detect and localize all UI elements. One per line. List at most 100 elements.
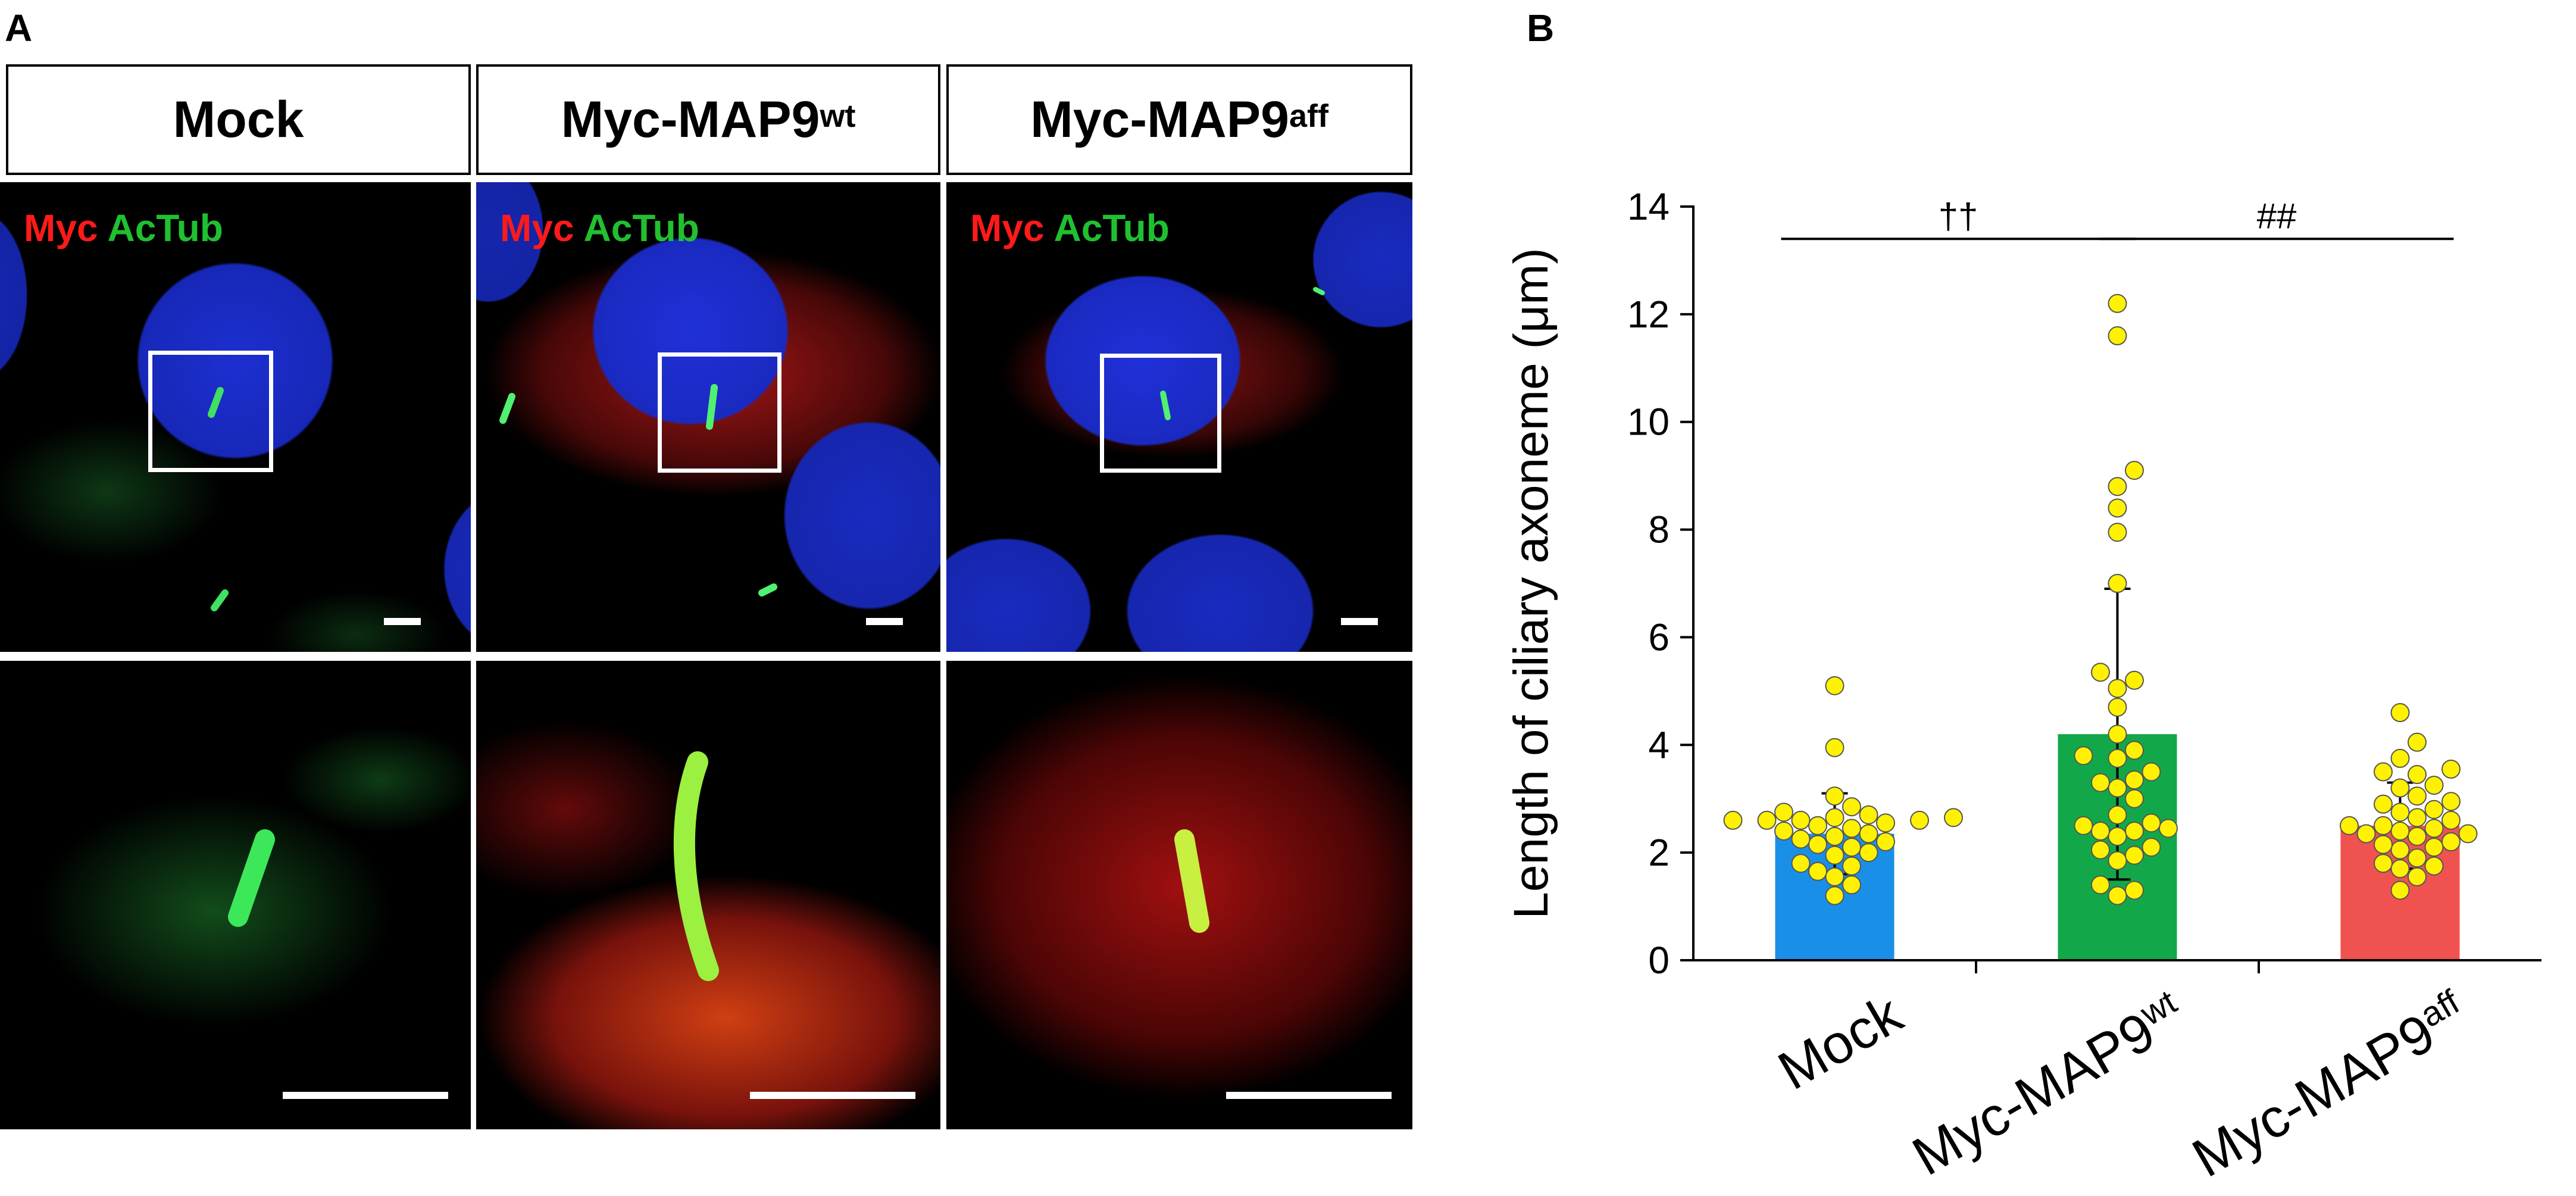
x-category-label: Myc-MAP9aff [2182, 982, 2478, 1189]
data-point-2 [2441, 810, 2461, 830]
data-point-0 [1757, 810, 1777, 830]
bar-chart: 0 2 4 6 8 10 12 14 Length of ciliary axoneme (μm… [1504, 185, 2541, 1189]
data-point-2 [2424, 776, 2444, 795]
scale-bar-map9-aff-zoom [1226, 1092, 1392, 1099]
data-point-1 [2108, 748, 2127, 768]
data-point-0 [1876, 832, 1895, 852]
data-point-0 [1774, 802, 1793, 822]
micrograph-map9-aff-overview: Myc AcTub [946, 182, 1412, 652]
y-tick-label: 10 [1627, 401, 1670, 444]
data-point-2 [2424, 800, 2444, 819]
scale-bar-mock-overview [384, 618, 421, 625]
x-category-label: Mock [1768, 983, 1912, 1101]
column-header-map9-wt: Myc-MAP9 wt [476, 64, 940, 175]
data-point-0 [1808, 816, 1827, 835]
data-point-2 [2408, 867, 2427, 886]
x-category-label: Myc-MAP9wt [1902, 982, 2195, 1187]
scale-bar-map9-wt-overview [866, 618, 903, 625]
data-point-2 [2424, 819, 2444, 838]
significance-label-0: †† [1939, 196, 1978, 236]
map9-wt-zoom-cilium [673, 751, 719, 981]
data-point-2 [2340, 816, 2359, 835]
data-point-0 [1876, 813, 1895, 833]
data-point-0 [1842, 838, 1861, 857]
data-point-0 [1825, 886, 1845, 905]
data-point-1 [2108, 725, 2127, 744]
data-point-1 [2142, 838, 2161, 857]
roi-box-map9-aff [1100, 354, 1221, 473]
data-point-2 [2408, 732, 2427, 752]
data-point-0 [1842, 819, 1861, 838]
channel-label-myc: Myc [970, 207, 1045, 249]
roi-box-map9-wt [658, 352, 781, 473]
data-point-1 [2125, 789, 2144, 808]
data-point-1 [2091, 875, 2110, 895]
data-point-2 [2408, 827, 2427, 847]
channel-label-actub: AcTub [1053, 207, 1170, 249]
data-point-2 [2458, 824, 2478, 844]
y-tick-label: 4 [1648, 723, 1670, 766]
data-point-1 [2091, 821, 2110, 841]
data-point-0 [1825, 827, 1845, 847]
data-point-1 [2125, 880, 2144, 900]
y-axis-label: Length of ciliary axoneme (μm) [1504, 248, 1558, 919]
data-point-1 [2108, 778, 2127, 798]
panel-b-letter: B [1527, 7, 1555, 49]
y-tick-label: 0 [1648, 939, 1670, 982]
data-point-2 [2374, 762, 2393, 782]
mock-cilium-signal [208, 387, 229, 611]
data-point-2 [2441, 832, 2461, 852]
data-point-0 [1791, 854, 1811, 873]
data-point-0 [1825, 845, 1845, 865]
column-header-map9-wt-text: Myc-MAP9 [561, 90, 820, 148]
data-point-2 [2408, 786, 2427, 806]
significance-label-1: ## [2257, 196, 2297, 236]
data-point-0 [1859, 843, 1878, 863]
data-point-1 [2108, 574, 2127, 593]
data-point-0 [1944, 808, 1963, 827]
data-point-2 [2374, 835, 2393, 854]
data-point-1 [2108, 805, 2127, 825]
channel-label-actub: AcTub [583, 207, 699, 249]
y-tick-label: 2 [1648, 831, 1670, 874]
data-point-0 [1723, 810, 1743, 830]
data-point-1 [2125, 770, 2144, 790]
data-point-0 [1808, 835, 1827, 854]
data-point-1 [2091, 663, 2110, 682]
column-header-mock-text: Mock [173, 90, 304, 148]
data-point-0 [1825, 738, 1845, 757]
data-point-2 [2390, 778, 2410, 798]
data-point-1 [2108, 697, 2127, 717]
roi-box-mock [148, 351, 273, 472]
data-point-0 [1825, 786, 1845, 806]
data-point-0 [1825, 808, 1845, 827]
data-point-1 [2108, 498, 2127, 518]
data-point-1 [2125, 461, 2144, 480]
data-point-1 [2074, 816, 2093, 835]
data-point-2 [2390, 840, 2410, 860]
data-point-1 [2108, 827, 2127, 847]
data-point-0 [1910, 810, 1929, 830]
data-point-0 [1842, 875, 1861, 895]
data-point-1 [2108, 477, 2127, 496]
data-point-1 [2125, 670, 2144, 690]
data-point-0 [1791, 810, 1811, 830]
data-point-1 [2108, 293, 2127, 313]
column-header-map9-aff-sup: aff [1289, 98, 1328, 134]
data-point-1 [2108, 851, 2127, 870]
data-point-2 [2408, 808, 2427, 827]
column-header-map9-wt-sup: wt [820, 98, 856, 134]
scale-bar-mock-zoom [283, 1092, 448, 1099]
data-point-0 [1808, 861, 1827, 881]
micrograph-mock-overview: Myc AcTub [0, 182, 471, 652]
data-point-2 [2441, 792, 2461, 811]
data-point-1 [2074, 746, 2093, 766]
data-point-0 [1825, 676, 1845, 695]
y-tick-label: 12 [1627, 293, 1670, 336]
data-point-2 [2390, 703, 2410, 723]
micrograph-mock-zoom [0, 661, 471, 1129]
data-point-1 [2125, 821, 2144, 841]
data-point-0 [1791, 829, 1811, 849]
data-point-0 [1825, 867, 1845, 886]
data-point-2 [2424, 856, 2444, 876]
